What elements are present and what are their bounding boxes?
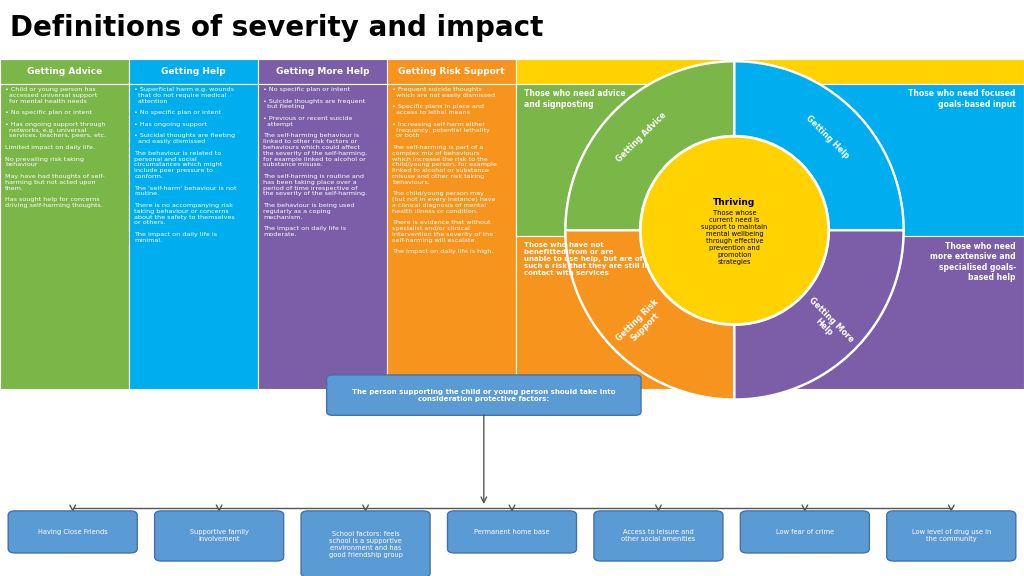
Text: Getting Advice: Getting Advice	[614, 111, 669, 164]
Text: Getting Advice: Getting Advice	[27, 67, 102, 76]
Text: • Frequent suicide thoughts
  which are not easily dismissed

• Specific plans i: • Frequent suicide thoughts which are no…	[392, 87, 497, 255]
Text: School factors: feels
school is a supportive
environment and has
good friendship: School factors: feels school is a suppor…	[329, 530, 402, 558]
Text: Those who need
more extensive and
specialised goals-
based help: Those who need more extensive and specia…	[930, 242, 1016, 282]
Ellipse shape	[565, 62, 903, 399]
Text: Getting More Help: Getting More Help	[275, 67, 370, 76]
FancyBboxPatch shape	[770, 84, 1024, 236]
FancyBboxPatch shape	[0, 59, 129, 84]
FancyBboxPatch shape	[387, 84, 516, 389]
Polygon shape	[565, 230, 734, 399]
FancyBboxPatch shape	[516, 84, 770, 236]
FancyBboxPatch shape	[516, 59, 1024, 84]
Text: Getting Risk Support: Getting Risk Support	[398, 67, 505, 76]
Text: • Child or young person has
  accessed universal support
  for mental health nee: • Child or young person has accessed uni…	[5, 87, 106, 208]
FancyBboxPatch shape	[887, 511, 1016, 561]
Text: Permanent home base: Permanent home base	[474, 529, 550, 535]
FancyBboxPatch shape	[770, 236, 1024, 389]
Text: Thrive: Thrive	[754, 67, 786, 76]
Text: The person supporting the child or young person should take into
consideration p: The person supporting the child or young…	[352, 389, 615, 401]
Text: Low level of drug use in
the community: Low level of drug use in the community	[911, 529, 991, 543]
FancyBboxPatch shape	[155, 511, 284, 561]
FancyBboxPatch shape	[301, 511, 430, 576]
FancyBboxPatch shape	[129, 59, 258, 84]
FancyBboxPatch shape	[0, 84, 129, 389]
Text: Supportive family
involvement: Supportive family involvement	[189, 529, 249, 543]
Ellipse shape	[640, 136, 828, 325]
FancyBboxPatch shape	[447, 511, 577, 553]
Polygon shape	[734, 62, 903, 230]
FancyBboxPatch shape	[594, 511, 723, 561]
Text: Getting More
Help: Getting More Help	[800, 295, 855, 351]
Text: • Superficial harm e.g. wounds
  that do not require medical
  attention

• No s: • Superficial harm e.g. wounds that do n…	[134, 87, 237, 242]
FancyBboxPatch shape	[258, 59, 387, 84]
Text: Getting Help: Getting Help	[804, 114, 851, 161]
Text: Having Close Friends: Having Close Friends	[38, 529, 108, 535]
Text: Those who need focused
goals-based input: Those who need focused goals-based input	[908, 89, 1016, 109]
Text: Those who have not
benefitted from or are
unable to use help, but are of
such a : Those who have not benefitted from or ar…	[524, 242, 650, 276]
FancyBboxPatch shape	[516, 236, 770, 389]
FancyBboxPatch shape	[258, 84, 387, 389]
Text: • No specific plan or intent

• Suicide thoughts are frequent
  but fleeting

• : • No specific plan or intent • Suicide t…	[263, 87, 368, 237]
Text: Access to leisure and
other social amenities: Access to leisure and other social ameni…	[622, 529, 695, 543]
FancyBboxPatch shape	[740, 511, 869, 553]
Text: Thriving: Thriving	[714, 198, 756, 207]
FancyBboxPatch shape	[387, 59, 516, 84]
FancyBboxPatch shape	[327, 375, 641, 415]
Text: Getting Risk
Support: Getting Risk Support	[615, 297, 668, 350]
Text: Getting Help: Getting Help	[161, 67, 226, 76]
Polygon shape	[734, 230, 903, 399]
Text: Low fear of crime: Low fear of crime	[776, 529, 834, 535]
Polygon shape	[565, 62, 734, 230]
FancyBboxPatch shape	[129, 84, 258, 389]
Text: Those whose
current need is
support to maintain
mental wellbeing
through effecti: Those whose current need is support to m…	[701, 210, 768, 266]
Text: Definitions of severity and impact: Definitions of severity and impact	[10, 14, 544, 43]
FancyBboxPatch shape	[8, 511, 137, 553]
Text: Those who need advice
and signposting: Those who need advice and signposting	[524, 89, 626, 109]
